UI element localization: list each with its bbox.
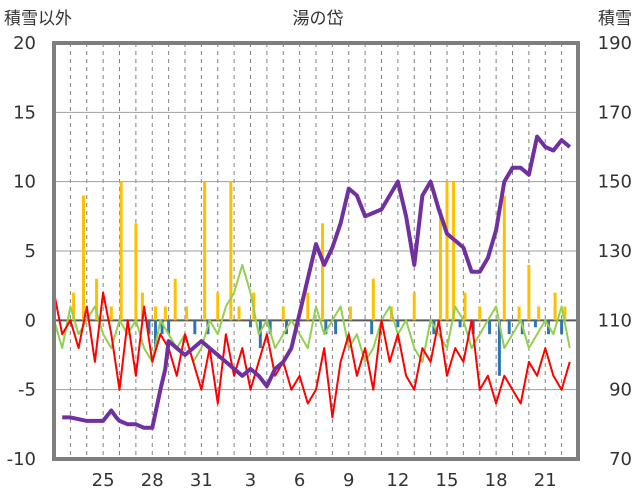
x-tick-label: 6 <box>294 470 305 491</box>
series-line-temperature <box>53 291 571 419</box>
bar-precipitation <box>95 278 99 321</box>
left-axis-ticks: 20 15 10 5 0 -5 -10 <box>7 33 36 470</box>
bar-precipitation <box>185 306 189 321</box>
bar-snow_change <box>193 320 197 335</box>
right-tick-label: 170 <box>598 102 632 123</box>
bar-snow_change <box>507 320 511 335</box>
x-tick-label: 15 <box>436 470 459 491</box>
bar-snow_change <box>560 320 564 335</box>
bar-snow_change <box>167 320 171 335</box>
bar-precipitation <box>203 181 207 321</box>
x-tick-label: 9 <box>343 470 354 491</box>
bar-precipitation <box>527 264 531 321</box>
right-axis-label: 積雪 <box>598 9 632 29</box>
bar-precipitation <box>237 306 241 321</box>
right-tick-label: 150 <box>598 172 632 193</box>
bar-precipitation <box>134 223 138 321</box>
bar-precipitation <box>412 292 416 321</box>
bar-precipitation <box>109 306 113 321</box>
left-tick-label: 10 <box>13 172 36 193</box>
bar-precipitation <box>306 292 310 321</box>
right-axis-ticks: 190 170 150 130 110 90 70 <box>598 33 632 470</box>
right-tick-label: 190 <box>598 33 632 54</box>
left-tick-label: 0 <box>25 310 36 331</box>
bar-snow_change <box>249 320 252 328</box>
bar-snow_change <box>258 320 262 349</box>
bar-precipitation <box>119 181 123 321</box>
bar-snow_change <box>533 320 537 328</box>
left-tick-label: 5 <box>25 241 36 262</box>
bar-precipitation <box>463 292 467 321</box>
bar-snow_change <box>497 320 501 376</box>
right-tick-label: 90 <box>609 380 632 401</box>
bar-precipitation <box>140 292 144 321</box>
bar-precipitation <box>445 181 449 321</box>
left-tick-label: -5 <box>18 380 36 401</box>
right-tick-label: 130 <box>598 241 632 262</box>
left-axis-label: 積雪以外 <box>4 9 72 29</box>
left-tick-label: -10 <box>7 449 36 470</box>
bar-precipitation <box>163 306 167 321</box>
bar-precipitation <box>452 181 456 321</box>
bar-precipitation <box>478 306 482 321</box>
bar-precipitation <box>229 181 233 321</box>
bar-snow_change <box>147 320 151 335</box>
bar-precipitation <box>563 306 567 321</box>
series-line-snow_depth <box>62 134 572 430</box>
bar-snow_change <box>458 320 462 328</box>
x-tick-label: 18 <box>485 470 508 491</box>
x-tick-label: 21 <box>534 470 557 491</box>
bar-precipitation <box>371 278 375 321</box>
bar-snow_change <box>370 320 374 335</box>
bar-precipitation <box>154 306 158 321</box>
bar-snow_change <box>160 320 164 335</box>
bar-precipitation <box>173 278 177 321</box>
x-tick-label: 31 <box>190 470 213 491</box>
bar-precipitation <box>537 306 541 321</box>
bar-snow_change <box>488 320 492 335</box>
bar-precipitation <box>348 306 352 321</box>
bar-precipitation <box>321 223 325 321</box>
x-tick-label: 12 <box>386 470 409 491</box>
bar-snow_change <box>396 320 400 328</box>
bar-precipitation <box>72 292 76 321</box>
x-tick-label: 25 <box>92 470 115 491</box>
left-tick-label: 15 <box>13 102 36 123</box>
bar-snow_change <box>324 320 328 335</box>
bar-precipitation <box>553 292 557 321</box>
lines-layer <box>53 134 572 430</box>
bars-layer <box>72 181 567 376</box>
left-tick-label: 20 <box>13 33 36 54</box>
x-tick-label: 28 <box>141 470 164 491</box>
chart-title: 湯の岱 <box>293 9 344 29</box>
bar-precipitation <box>517 306 521 321</box>
bar-precipitation <box>81 195 85 321</box>
bar-snow_change <box>268 320 272 335</box>
bar-snow_change <box>334 320 338 335</box>
bar-precipitation <box>438 209 442 321</box>
bar-precipitation <box>281 306 285 321</box>
bar-precipitation <box>216 292 220 321</box>
plot-frame <box>52 41 580 461</box>
bar-snow_change <box>154 320 158 349</box>
right-tick-label: 110 <box>598 310 632 331</box>
bar-precipitation <box>502 195 506 321</box>
x-tick-label: 3 <box>245 470 256 491</box>
x-axis-ticks: 25 28 31 3 6 9 12 15 18 21 <box>92 470 557 491</box>
right-tick-label: 70 <box>609 449 632 470</box>
